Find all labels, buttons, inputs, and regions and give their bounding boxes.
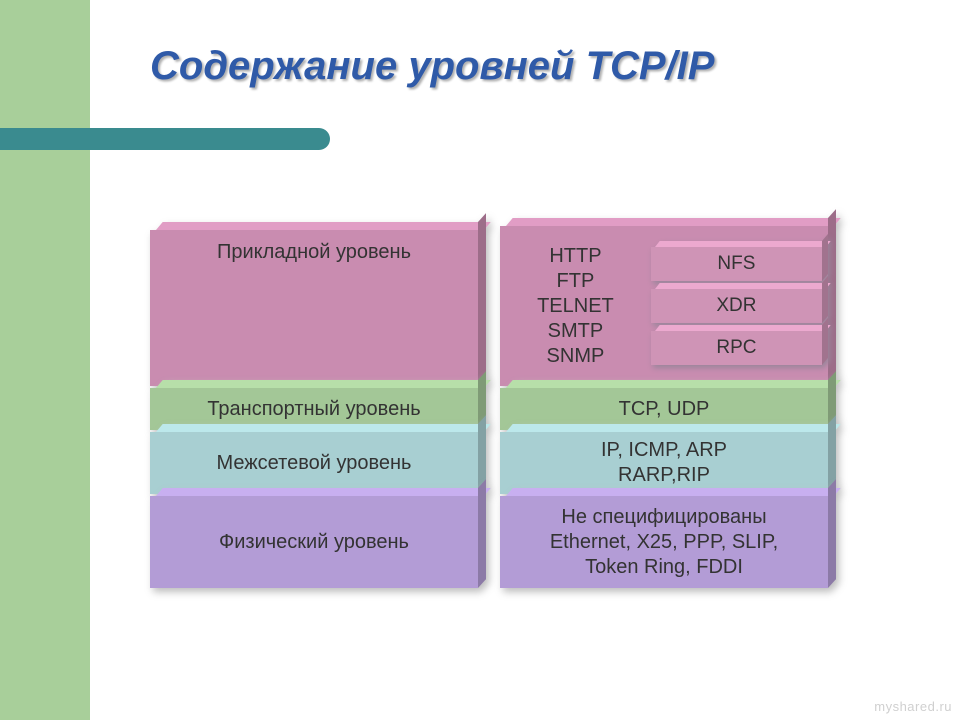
left-accent-band <box>0 0 90 720</box>
layer-label-line: RARP,RIP <box>618 463 710 488</box>
subblock-face: NFS <box>651 247 822 281</box>
layer-top3d <box>156 380 491 388</box>
layer-label: Межсетевой уровень <box>217 451 412 476</box>
layer-face: Физический уровень <box>150 496 478 588</box>
layer-top3d <box>156 488 491 496</box>
layer-face: Не специфицированыEthernet, X25, PPP, SL… <box>500 496 828 588</box>
subblock-nfs: NFS <box>651 247 822 281</box>
layer-phy: Физический уровень <box>150 496 478 588</box>
layer-label-line: Ethernet, X25, PPP, SLIP, <box>550 530 778 555</box>
watermark: myshared.ru <box>874 699 952 714</box>
layer-app-proto: HTTPFTPTELNETSMTPSNMP NFS XDR RPC <box>500 226 828 386</box>
layer-label: Транспортный уровень <box>207 397 420 422</box>
layer-top3d <box>156 222 491 230</box>
layer-side3d <box>478 479 486 588</box>
layer-top3d <box>156 424 491 432</box>
app-protocols-right: NFS XDR RPC <box>651 245 828 367</box>
subblock-top3d <box>655 241 831 247</box>
layer-face: Межсетевой уровень <box>150 432 478 494</box>
app-proto-line: SNMP <box>547 344 605 369</box>
layer-label-line: Token Ring, FDDI <box>585 555 743 580</box>
layer-top3d <box>506 424 841 432</box>
app-proto-line: SMTP <box>548 319 604 344</box>
layer-label: Прикладной уровень <box>217 240 411 265</box>
layer-face: IP, ICMP, ARPRARP,RIP <box>500 432 828 494</box>
app-proto-line: HTTP <box>549 244 601 269</box>
layer-label-line: IP, ICMP, ARP <box>601 438 727 463</box>
layer-label: Физический уровень <box>219 530 409 555</box>
subblock-label: RPC <box>716 336 756 360</box>
tcpip-protocols-column: HTTPFTPTELNETSMTPSNMP NFS XDR RPC TCP, UDP IP… <box>500 226 828 588</box>
subblock-top3d <box>655 325 831 331</box>
layer-side3d <box>478 213 486 386</box>
subblock-label: XDR <box>716 294 756 318</box>
layer-face: HTTPFTPTELNETSMTPSNMP NFS XDR RPC <box>500 226 828 386</box>
layer-face: Прикладной уровень <box>150 230 478 386</box>
layer-net: Межсетевой уровень <box>150 432 478 494</box>
subblock-side3d <box>822 318 828 365</box>
layer-top3d <box>506 380 841 388</box>
layer-phy-proto: Не специфицированыEthernet, X25, PPP, SL… <box>500 496 828 588</box>
subblock-xdr: XDR <box>651 289 822 323</box>
layer-label: TCP, UDP <box>619 397 710 422</box>
layer-app: Прикладной уровень <box>150 230 478 386</box>
layer-side3d <box>828 479 836 588</box>
layer-top3d <box>506 488 841 496</box>
layer-side3d <box>828 209 836 386</box>
layer-net-proto: IP, ICMP, ARPRARP,RIP <box>500 432 828 494</box>
app-proto-line: TELNET <box>537 294 614 319</box>
subblock-side3d <box>822 234 828 281</box>
subblock-rpc: RPC <box>651 331 822 365</box>
title-underline <box>0 128 330 150</box>
subblock-label: NFS <box>717 252 755 276</box>
subblock-face: XDR <box>651 289 822 323</box>
page-title: Содержание уровней TCP/IP <box>150 44 714 89</box>
app-proto-line: FTP <box>557 269 595 294</box>
layer-label-line: Не специфицированы <box>561 505 766 530</box>
app-protocols-left: HTTPFTPTELNETSMTPSNMP <box>500 244 651 369</box>
tcpip-layers-column: Прикладной уровень Транспортный уровень Ме… <box>150 230 478 588</box>
subblock-face: RPC <box>651 331 822 365</box>
subblock-side3d <box>822 276 828 323</box>
layer-top3d <box>506 218 841 226</box>
subblock-top3d <box>655 283 831 289</box>
